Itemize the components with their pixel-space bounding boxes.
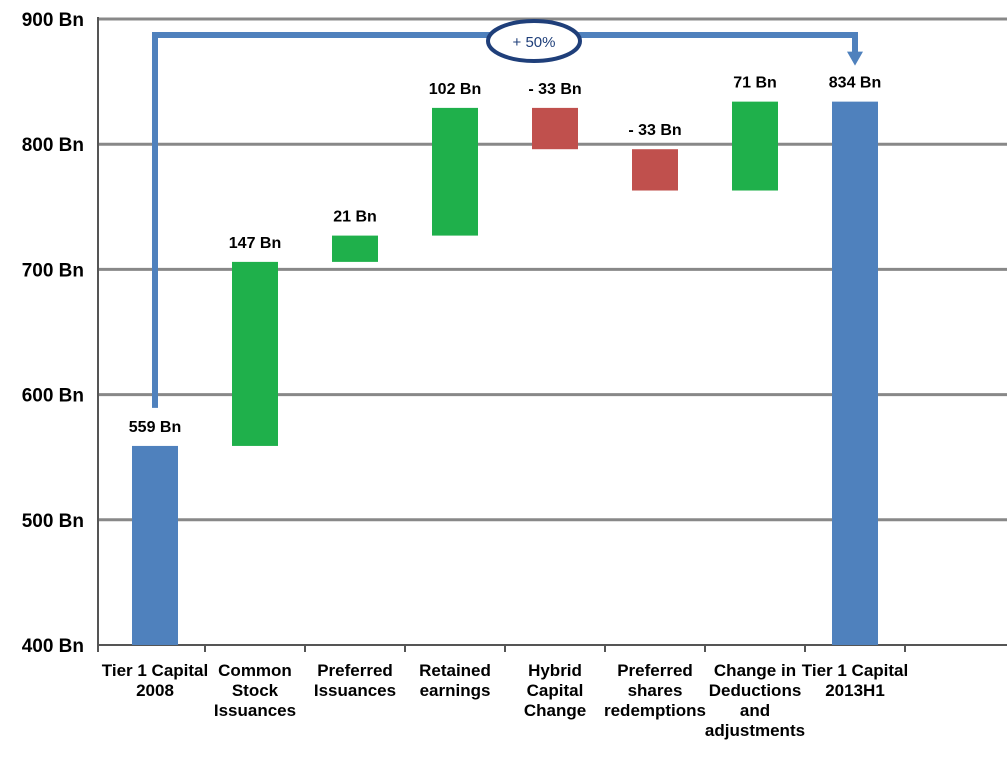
x-tick-label: Retained earnings bbox=[419, 661, 491, 700]
x-tick-label-line: Tier 1 Capital bbox=[102, 661, 208, 680]
x-tick-label-line: Retained bbox=[419, 661, 491, 680]
x-tick-label-line: Issuances bbox=[214, 701, 296, 720]
x-tick-label-line: 2013H1 bbox=[825, 681, 885, 700]
x-tick-label: Tier 1 Capital 2008 bbox=[102, 661, 208, 700]
y-axis-tick-labels: 400 Bn 500 Bn 600 Bn 700 Bn 800 Bn 900 Bn bbox=[22, 10, 84, 657]
data-label: - 33 Bn bbox=[528, 81, 581, 98]
data-labels: 559 Bn 147 Bn 21 Bn 102 Bn - 33 Bn - 33 Bn 71 … bbox=[129, 75, 881, 436]
data-label: 559 Bn bbox=[129, 419, 181, 436]
data-label: 71 Bn bbox=[733, 75, 777, 92]
x-tick-label-line: Preferred bbox=[617, 661, 693, 680]
growth-badge bbox=[486, 19, 582, 63]
data-label: - 33 Bn bbox=[628, 122, 681, 139]
bar-decrease bbox=[532, 107, 578, 150]
x-tick-label-line: Hybrid bbox=[528, 661, 582, 680]
bar-decrease bbox=[632, 149, 678, 191]
bar-increase bbox=[232, 261, 278, 446]
data-label: 21 Bn bbox=[333, 209, 377, 226]
x-tick-label-line: Change in bbox=[714, 661, 796, 680]
x-tick-label-line: Capital bbox=[527, 681, 584, 700]
x-tick-label-line: Tier 1 Capital bbox=[802, 661, 908, 680]
bar-increase bbox=[432, 107, 478, 236]
x-tick-label-line: Deductions bbox=[709, 681, 802, 700]
x-tick-label-line: Issuances bbox=[314, 681, 396, 700]
x-tick-label: Preferred shares redemptions bbox=[604, 661, 706, 720]
y-tick-label: 500 Bn bbox=[22, 511, 84, 532]
y-tick-label: 400 Bn bbox=[22, 636, 84, 657]
y-tick-label: 900 Bn bbox=[22, 10, 84, 31]
bar-increase bbox=[332, 235, 378, 262]
x-tick-label: Change in Deductions and adjustments bbox=[705, 661, 805, 740]
x-tick-label-line: adjustments bbox=[705, 721, 805, 740]
growth-arrowhead bbox=[847, 51, 863, 66]
y-tick-label: 800 Bn bbox=[22, 135, 84, 156]
x-tick-label-line: 2008 bbox=[136, 681, 174, 700]
data-label: 834 Bn bbox=[829, 75, 881, 92]
y-tick-label: 700 Bn bbox=[22, 260, 84, 281]
bar-total bbox=[132, 445, 178, 645]
x-tick-label: Preferred Issuances bbox=[314, 661, 396, 700]
x-tick-label-line: Common bbox=[218, 661, 292, 680]
x-tick-label-line: redemptions bbox=[604, 701, 706, 720]
x-tick-label-line: shares bbox=[628, 681, 683, 700]
x-tick-label-line: Stock bbox=[232, 681, 279, 700]
x-tick-label-line: Preferred bbox=[317, 661, 393, 680]
bar-increase bbox=[732, 101, 778, 191]
bars bbox=[132, 101, 878, 645]
x-tick-label: Tier 1 Capital 2013H1 bbox=[802, 661, 908, 700]
y-tick-label: 600 Bn bbox=[22, 386, 84, 407]
x-tick-label: Common Stock Issuances bbox=[214, 661, 296, 720]
growth-annotation: + 50% bbox=[152, 19, 863, 408]
x-tick-label-line: Change bbox=[524, 701, 586, 720]
x-tick-label-line: earnings bbox=[420, 681, 491, 700]
data-label: 102 Bn bbox=[429, 81, 481, 98]
bar-total bbox=[832, 101, 878, 645]
x-tick-label: Hybrid Capital Change bbox=[524, 661, 586, 720]
data-label: 147 Bn bbox=[229, 235, 281, 252]
growth-label: + 50% bbox=[513, 34, 556, 51]
x-tick-label-line: and bbox=[740, 701, 770, 720]
